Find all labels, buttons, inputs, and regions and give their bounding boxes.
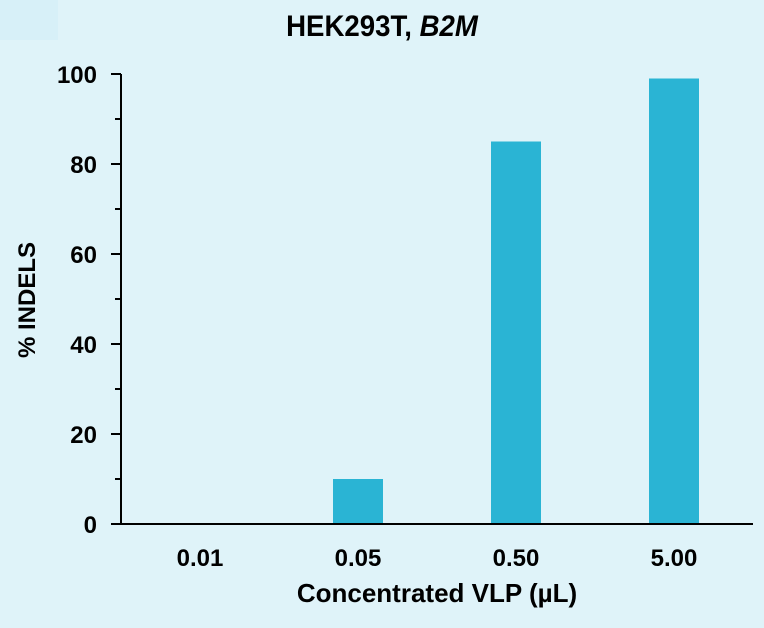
chart-title: HEK293T, B2M: [286, 10, 478, 43]
x-tick-label: 0.50: [493, 545, 540, 572]
y-tick-label: 60: [70, 242, 97, 269]
bar: [333, 479, 383, 524]
bar: [649, 78, 699, 524]
y-tick-label: 100: [57, 62, 97, 89]
y-tick-label: 40: [70, 332, 97, 359]
y-tick-label: 0: [84, 512, 97, 539]
x-axis-label: Concentrated VLP (µL): [296, 578, 578, 608]
corner-patch: [0, 0, 58, 40]
bar: [491, 141, 541, 524]
chart-title-gene: B2M: [419, 10, 478, 43]
x-tick-label: 0.01: [177, 545, 224, 572]
y-tick-label: 80: [70, 152, 97, 179]
x-tick-label: 0.05: [335, 545, 382, 572]
x-tick-label: 5.00: [651, 545, 698, 572]
y-tick-label: 20: [70, 422, 97, 449]
